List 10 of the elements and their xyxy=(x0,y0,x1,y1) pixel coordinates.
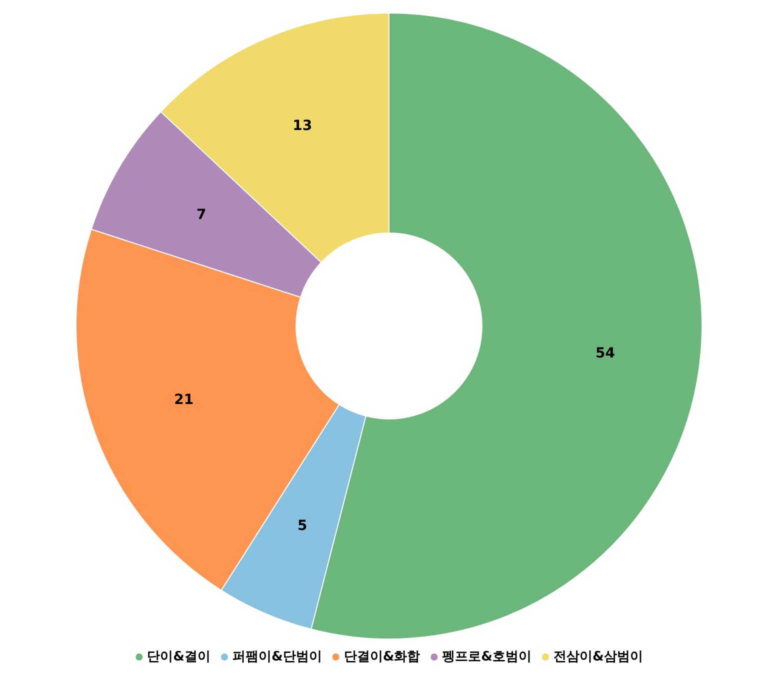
legend-label: 단결이&화합 xyxy=(344,650,420,664)
data-label: 13 xyxy=(292,118,312,134)
legend-label: 단이&결이 xyxy=(147,650,210,664)
legend-label: 펭프로&호범이 xyxy=(442,650,532,664)
data-label: 7 xyxy=(196,207,206,224)
data-label: 54 xyxy=(596,345,616,362)
data-label: 5 xyxy=(298,518,308,534)
legend-label: 전삼이&삼범이 xyxy=(554,650,643,664)
legend-label: 퍼팸이&단범이 xyxy=(232,650,322,664)
data-label: 21 xyxy=(174,392,194,408)
